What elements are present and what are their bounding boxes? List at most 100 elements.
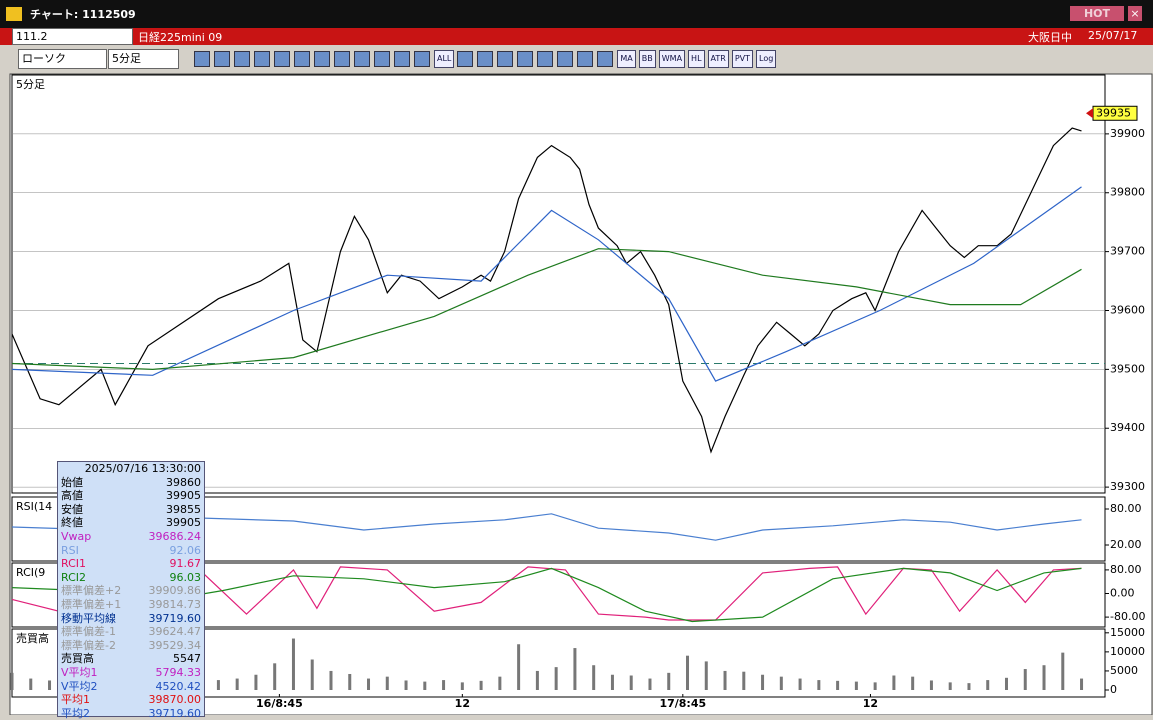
- hot-button[interactable]: HOT: [1070, 6, 1124, 21]
- tool-button[interactable]: MA: [617, 50, 636, 68]
- volume-bar: [535, 670, 539, 690]
- info-value: 39905: [166, 516, 201, 530]
- tool-icon: [194, 51, 210, 67]
- series-line: [11, 567, 1082, 623]
- info-row: 標準偏差+2 39909.86: [58, 584, 204, 598]
- volume-bar: [911, 676, 915, 690]
- info-label: 高値: [61, 489, 83, 503]
- volume-bar: [273, 663, 277, 690]
- info-row: 売買高 5547: [58, 652, 204, 666]
- volume-bar: [1042, 665, 1046, 690]
- title-bar: チャート: 1112509 HOT ×: [0, 0, 1153, 28]
- session: 大阪日中: [1028, 31, 1072, 44]
- tool-icon: [457, 51, 474, 67]
- volume-bar: [761, 674, 765, 690]
- volume-bar: [348, 673, 352, 690]
- x-tick-label: 17/8:45: [659, 697, 706, 710]
- symbol-bar: 111.2 日経225mini 09 大阪日中 25/07/17: [0, 28, 1153, 45]
- info-label: 安値: [61, 502, 83, 516]
- tool-button[interactable]: ATR: [707, 50, 729, 68]
- info-row: 始値 39860: [58, 476, 204, 490]
- volume-bar: [1080, 678, 1084, 690]
- info-value: 39860: [166, 475, 201, 489]
- y-tick-label: 39600: [1110, 303, 1145, 316]
- volume-bar: [704, 661, 708, 690]
- volume-bar: [310, 659, 314, 690]
- close-button[interactable]: ×: [1128, 6, 1142, 21]
- volume-bar: [873, 682, 877, 690]
- tool-icon: [374, 51, 390, 67]
- info-value: 39814.73: [148, 597, 202, 611]
- y-tick-label: 39700: [1110, 245, 1145, 258]
- info-row: 標準偏差-1 39624.47: [58, 625, 204, 639]
- tool-button[interactable]: ALL: [434, 50, 455, 68]
- tool-button[interactable]: Log: [756, 50, 777, 68]
- tool-button[interactable]: HL: [688, 50, 705, 68]
- info-row: 移動平均線 39719.60: [58, 612, 204, 626]
- info-label: RCI1: [61, 557, 87, 571]
- info-row: RCI2 96.03: [58, 571, 204, 585]
- chart-type-select[interactable]: ローソク: [18, 49, 107, 69]
- volume-bar: [929, 680, 933, 690]
- tool-icon: [314, 51, 330, 67]
- info-value: 39855: [166, 502, 201, 516]
- volume-bar: [986, 680, 990, 690]
- info-label: RCI2: [61, 570, 87, 584]
- info-row: RSI 92.06: [58, 544, 204, 558]
- tool-icon: [477, 51, 494, 67]
- volume-bar: [517, 644, 521, 690]
- series-line: [11, 127, 1082, 454]
- tool-button[interactable]: PVT: [731, 50, 754, 68]
- volume-bar: [498, 676, 502, 690]
- info-label: 売買高: [61, 652, 94, 666]
- info-value: 4520.42: [155, 679, 202, 693]
- volume-bar: [798, 678, 802, 690]
- volume-bar: [423, 681, 427, 690]
- tool-icon: [274, 51, 290, 67]
- tool-icon: [334, 51, 350, 67]
- info-value: 39624.47: [148, 625, 202, 639]
- y-tick-label: 39300: [1110, 480, 1145, 493]
- y-tick-label: 39800: [1110, 186, 1145, 199]
- info-row: 平均2 39719.60: [58, 707, 204, 720]
- tool-icon: [294, 51, 310, 67]
- panel-frame: [11, 562, 1106, 628]
- volume-bar: [1023, 669, 1027, 690]
- timeframe-select[interactable]: 5分足: [108, 49, 179, 69]
- volume-bar: [1004, 677, 1008, 690]
- y-tick-label: 80.00: [1110, 563, 1142, 576]
- info-label: 標準偏差+2: [61, 584, 122, 598]
- y-tick-label: 0: [1110, 683, 1117, 696]
- app-icon: [6, 7, 22, 21]
- volume-bar: [892, 675, 896, 690]
- tool-icon: [414, 51, 430, 67]
- info-value: 39909.86: [148, 584, 202, 598]
- series-line: [11, 566, 1082, 621]
- volume-bar: [291, 638, 295, 690]
- info-label: 始値: [61, 475, 83, 489]
- volume-bar: [329, 670, 333, 690]
- volume-bar: [235, 678, 239, 690]
- tool-icon: [254, 51, 270, 67]
- volume-bar: [723, 670, 727, 690]
- symbol-input[interactable]: 111.2: [12, 28, 133, 45]
- volume-bar: [610, 674, 614, 690]
- tool-icon: [354, 51, 370, 67]
- volume-bar: [404, 680, 408, 690]
- tool-icon: [557, 51, 574, 67]
- volume-bar: [385, 676, 389, 690]
- tool-button[interactable]: WMA: [658, 50, 686, 68]
- y-tick-label: 10000: [1110, 645, 1145, 658]
- info-value: 39719.60: [148, 706, 202, 720]
- volume-bar: [629, 675, 633, 690]
- volume-bar: [1061, 652, 1065, 690]
- x-tick-label: 12: [863, 697, 878, 710]
- tool-button[interactable]: BB: [638, 50, 656, 68]
- info-value: 39719.60: [148, 611, 202, 625]
- info-label: RSI: [61, 543, 79, 557]
- panel-title: 売買高: [16, 631, 49, 645]
- y-tick-label: 20.00: [1110, 538, 1142, 551]
- info-label: 標準偏差-1: [61, 625, 116, 639]
- volume-bar: [554, 667, 558, 690]
- volume-bar: [29, 678, 33, 690]
